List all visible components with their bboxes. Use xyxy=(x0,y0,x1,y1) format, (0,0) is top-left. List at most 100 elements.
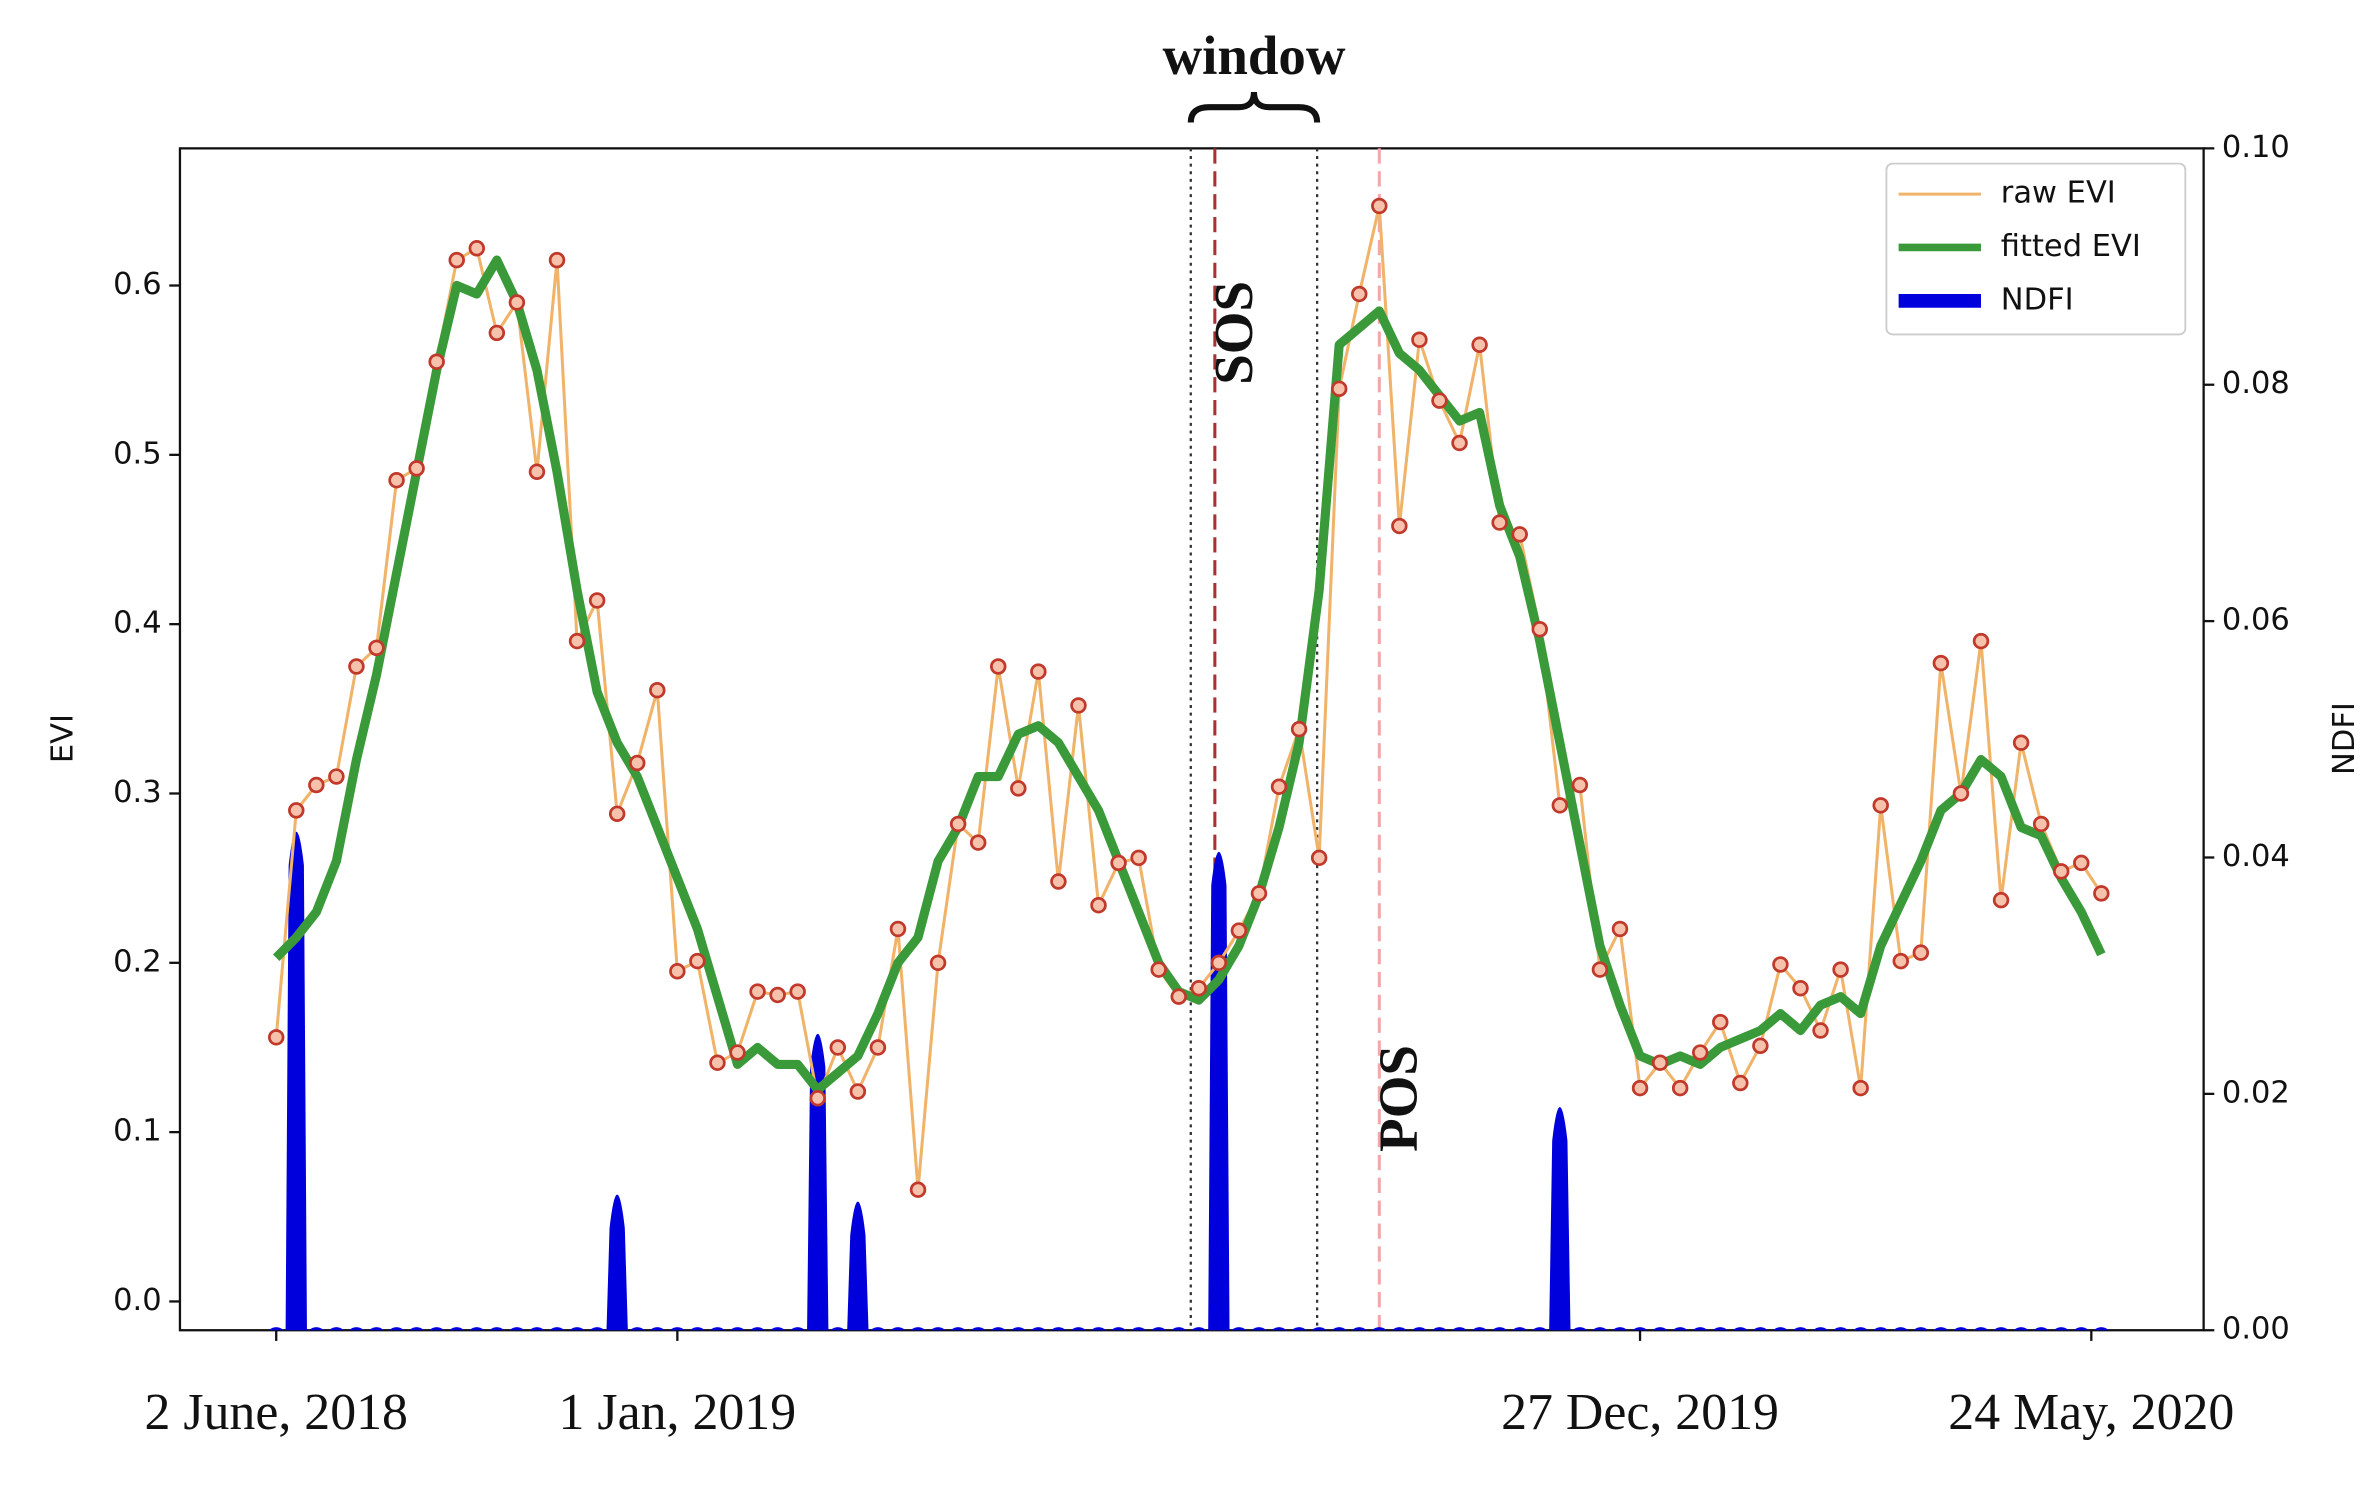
marker-label: POS xyxy=(1367,1045,1428,1152)
ndfi-spike xyxy=(967,1327,989,1331)
ndfi-spike xyxy=(566,1327,588,1331)
ndfi-spike xyxy=(1208,851,1230,1331)
raw-evi-point xyxy=(1110,854,1127,872)
y-tick-label: 0.0 xyxy=(113,1283,162,1318)
ndfi-spike xyxy=(746,1327,769,1331)
ndfi-spike xyxy=(305,1327,328,1331)
ndfi-spike xyxy=(1288,1327,1310,1331)
ndfi-spike xyxy=(1087,1327,1110,1331)
ndfi-spike xyxy=(2070,1327,2092,1331)
raw-evi-point xyxy=(1651,1054,1669,1071)
ndfi-spike xyxy=(405,1327,428,1331)
y-tick-label: 0.4 xyxy=(113,606,162,641)
raw-evi-point xyxy=(1270,778,1288,795)
ndfi-spike xyxy=(1990,1327,2012,1331)
x-tick-label: 24 May, 2020 xyxy=(1948,1384,2234,1441)
raw-evi-point xyxy=(1431,392,1448,409)
ndfi-spike xyxy=(1027,1327,1050,1331)
y2-tick-label: 0.00 xyxy=(2222,1312,2290,1347)
raw-evi-point xyxy=(1310,849,1328,867)
ndfi-spike xyxy=(1649,1327,1671,1331)
raw-evi-point xyxy=(1130,849,1147,867)
ndfi-spike xyxy=(1408,1327,1431,1331)
ndfi-spike xyxy=(1569,1327,1591,1331)
raw-evi-point xyxy=(1170,988,1187,1005)
ndfi-spike xyxy=(947,1327,969,1331)
ndfi-spike xyxy=(1388,1327,1411,1331)
ndfi-spike xyxy=(907,1327,929,1331)
raw-evi-point xyxy=(1531,621,1548,638)
raw-evi-point xyxy=(929,954,947,972)
x-tick-label: 27 Dec, 2019 xyxy=(1501,1384,1779,1441)
raw-evi-point xyxy=(628,754,646,772)
raw-evi-point xyxy=(1912,944,1930,961)
ndfi-spike xyxy=(1328,1327,1350,1331)
raw-evi-point xyxy=(608,805,626,823)
raw-evi-point xyxy=(689,952,706,970)
ndfi-spike xyxy=(1428,1327,1451,1331)
x-tick-label: 1 Jan, 2019 xyxy=(559,1384,797,1441)
ndfi-spike xyxy=(1107,1327,1130,1331)
ndfi-spike xyxy=(1067,1327,1090,1331)
y2-axis-label: NDFI xyxy=(2327,702,2362,775)
raw-evi-point xyxy=(408,460,425,477)
ndfi-spike xyxy=(1870,1327,1892,1331)
raw-evi-point xyxy=(1852,1079,1869,1097)
raw-evi-point xyxy=(1230,922,1248,939)
raw-evi-point xyxy=(2032,815,2050,833)
raw-evi-point xyxy=(1050,873,1067,890)
ndfi-spike xyxy=(1689,1327,1711,1331)
raw-evi-point xyxy=(1591,961,1609,978)
ndfi-spike xyxy=(1769,1327,1792,1331)
y2-tick-label: 0.08 xyxy=(2222,366,2290,401)
raw-evi-point xyxy=(1491,514,1508,531)
ndfi-spike xyxy=(1529,1327,1551,1331)
raw-evi-point xyxy=(267,1029,285,1046)
ndfi-spike xyxy=(425,1327,448,1331)
raw-evi-point xyxy=(809,1090,826,1107)
ndfi-spike xyxy=(787,1327,809,1331)
ndfi-spike xyxy=(1188,1327,1210,1331)
ndfi-spike xyxy=(1148,1327,1170,1331)
raw-evi-point xyxy=(468,240,486,257)
raw-evi-point xyxy=(729,1044,746,1061)
y2-tick-label: 0.06 xyxy=(2222,603,2290,638)
raw-evi-point xyxy=(308,776,325,794)
ndfi-spike xyxy=(506,1327,528,1331)
raw-evi-point xyxy=(869,1039,887,1056)
raw-evi-point xyxy=(1330,380,1348,398)
ndfi-spike xyxy=(1248,1327,1270,1331)
raw-evi-point xyxy=(1712,1013,1729,1031)
ndfi-spike xyxy=(1789,1327,1812,1331)
ndfi-spike xyxy=(1348,1327,1370,1331)
raw-evi-point xyxy=(2052,863,2070,880)
ndfi-spike xyxy=(1448,1327,1471,1331)
raw-evi-point xyxy=(909,1181,927,1198)
raw-evi-point xyxy=(2012,734,2030,751)
raw-evi-point xyxy=(1972,632,1990,650)
y-tick-label: 0.1 xyxy=(113,1114,162,1149)
raw-evi-point xyxy=(1872,797,1889,814)
y-tick-label: 0.2 xyxy=(113,944,162,979)
ndfi-spike xyxy=(1509,1327,1531,1331)
raw-evi-point xyxy=(328,768,345,785)
raw-evi-point xyxy=(769,986,786,1004)
ndfi-spike xyxy=(1709,1327,1731,1331)
raw-evi-point xyxy=(528,463,546,481)
x-tick-label: 2 June, 2018 xyxy=(144,1384,408,1441)
raw-evi-point xyxy=(990,658,1007,675)
raw-evi-point xyxy=(1190,979,1208,997)
ndfi-spike xyxy=(1669,1327,1691,1331)
raw-evi-point xyxy=(649,681,666,699)
ndfi-spike xyxy=(1849,1327,1872,1331)
ndfi-spike xyxy=(1168,1327,1190,1331)
legend-box xyxy=(1885,162,2187,336)
raw-evi-point xyxy=(1631,1079,1649,1097)
raw-evi-point xyxy=(1952,785,1970,802)
ndfi-spike xyxy=(807,1033,829,1331)
ndfi-spike xyxy=(1589,1327,1611,1331)
raw-evi-point xyxy=(1611,920,1629,938)
y2-tick-label: 0.02 xyxy=(2222,1075,2290,1110)
ndfi-spike xyxy=(325,1327,348,1331)
ndfi-spike xyxy=(2050,1327,2072,1331)
